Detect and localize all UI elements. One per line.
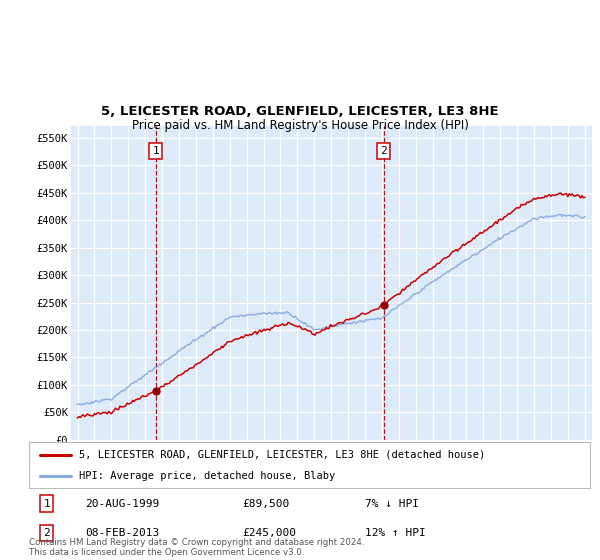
Text: £89,500: £89,500	[242, 498, 289, 508]
Text: £245,000: £245,000	[242, 528, 296, 538]
Text: Contains HM Land Registry data © Crown copyright and database right 2024.
This d: Contains HM Land Registry data © Crown c…	[29, 538, 364, 557]
Text: 1: 1	[152, 146, 160, 156]
Text: 20-AUG-1999: 20-AUG-1999	[85, 498, 159, 508]
Text: 5, LEICESTER ROAD, GLENFIELD, LEICESTER, LE3 8HE (detached house): 5, LEICESTER ROAD, GLENFIELD, LEICESTER,…	[79, 450, 485, 460]
Text: Price paid vs. HM Land Registry's House Price Index (HPI): Price paid vs. HM Land Registry's House …	[131, 119, 469, 132]
Text: 5, LEICESTER ROAD, GLENFIELD, LEICESTER, LE3 8HE: 5, LEICESTER ROAD, GLENFIELD, LEICESTER,…	[101, 105, 499, 118]
Text: 12% ↑ HPI: 12% ↑ HPI	[365, 528, 426, 538]
Text: 2: 2	[380, 146, 387, 156]
Text: 7% ↓ HPI: 7% ↓ HPI	[365, 498, 419, 508]
Text: HPI: Average price, detached house, Blaby: HPI: Average price, detached house, Blab…	[79, 471, 335, 481]
Text: 2: 2	[43, 528, 50, 538]
Text: 08-FEB-2013: 08-FEB-2013	[85, 528, 159, 538]
Text: 1: 1	[43, 498, 50, 508]
